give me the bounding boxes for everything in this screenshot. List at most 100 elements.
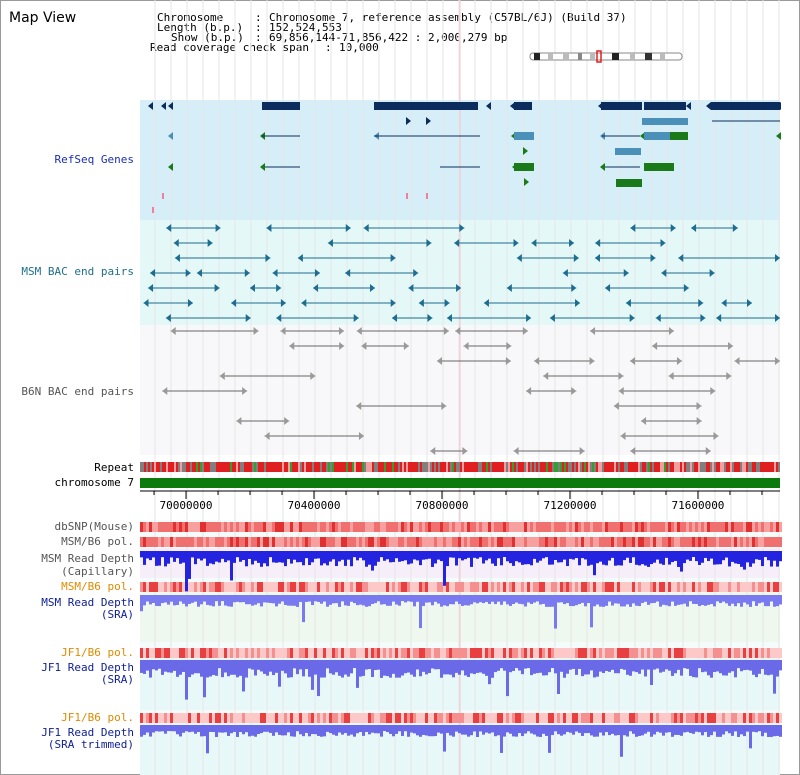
polymorphism-cell xyxy=(659,713,662,723)
repeat-segment xyxy=(660,462,662,472)
ideogram xyxy=(530,53,682,60)
repeat-segment xyxy=(696,462,698,472)
repeat-segment xyxy=(174,462,176,472)
polymorphism-cell xyxy=(308,648,311,658)
read-depth-bar xyxy=(776,660,779,677)
polymorphism-cell xyxy=(317,713,320,723)
repeat-segment xyxy=(544,462,546,472)
polymorphism-cell xyxy=(242,648,245,658)
read-depth-bar xyxy=(323,725,326,737)
polymorphism-cell xyxy=(500,537,503,547)
b6n-bac-end xyxy=(579,447,585,455)
polymorphism-cell xyxy=(656,537,659,547)
read-depth-bar xyxy=(449,725,452,736)
read-depth-bar xyxy=(386,660,389,677)
gene-navy xyxy=(374,102,478,110)
read-depth-bar xyxy=(386,725,389,733)
polymorphism-cell xyxy=(191,522,194,532)
read-depth-bar xyxy=(650,595,653,604)
repeat-segment xyxy=(192,462,194,472)
polymorphism-cell xyxy=(197,713,200,723)
repeat-segment xyxy=(224,462,226,472)
b6n-bac-end xyxy=(441,402,447,410)
read-depth-bar xyxy=(143,725,146,735)
polymorphism-cell xyxy=(542,522,545,532)
polymorphism-cell xyxy=(497,537,500,547)
polymorphism-cell xyxy=(215,537,218,547)
read-depth-bar xyxy=(236,595,239,602)
b6n-bac-end xyxy=(652,342,658,350)
read-depth-bar xyxy=(560,551,563,563)
polymorphism-cell xyxy=(248,713,251,723)
polymorphism-cell xyxy=(182,582,185,592)
read-depth-bar xyxy=(206,660,209,678)
polymorphism-cell xyxy=(404,713,407,723)
read-depth-bar xyxy=(722,595,725,602)
repeat-segment xyxy=(674,462,676,472)
polymorphism-cell xyxy=(143,713,146,723)
polymorphism-cell xyxy=(278,537,281,547)
read-depth-bar xyxy=(623,725,626,736)
read-depth-bar xyxy=(713,595,716,607)
polymorphism-cell xyxy=(650,648,653,658)
repeat-segment xyxy=(352,462,354,472)
polymorphism-cell xyxy=(257,522,260,532)
polymorphism-cell xyxy=(539,522,542,532)
read-depth-bar xyxy=(305,595,308,602)
polymorphism-cell xyxy=(416,582,419,592)
polymorphism-cell xyxy=(698,648,701,658)
repeat-segment xyxy=(582,462,584,472)
polymorphism-cell xyxy=(776,537,779,547)
polymorphism-cell xyxy=(551,537,554,547)
msm-bac-end xyxy=(214,284,220,292)
repeat-segment xyxy=(236,462,238,472)
polymorphism-cell xyxy=(674,713,677,723)
read-depth-bar xyxy=(716,595,719,602)
read-depth-bar xyxy=(239,725,242,733)
polymorphism-cell xyxy=(188,582,191,592)
read-depth-bar xyxy=(308,595,311,602)
b6n-bac-end xyxy=(513,447,519,455)
read-depth-bar xyxy=(668,660,671,671)
polymorphism-cell xyxy=(554,537,557,547)
repeat-segment xyxy=(430,462,432,472)
polymorphism-cell xyxy=(764,522,767,532)
polymorphism-cell xyxy=(701,537,704,547)
polymorphism-cell xyxy=(752,537,755,547)
polymorphism-cell xyxy=(173,537,176,547)
polymorphism-cell xyxy=(353,648,356,658)
read-depth-bar xyxy=(338,725,341,733)
polymorphism-cell xyxy=(413,522,416,532)
read-depth-bar xyxy=(572,660,575,669)
read-depth-bar xyxy=(602,725,605,736)
polymorphism-cell xyxy=(674,522,677,532)
polymorphism-cell xyxy=(623,648,626,658)
polymorphism-cell xyxy=(350,537,353,547)
read-depth-bar xyxy=(695,551,698,562)
polymorphism-cell xyxy=(767,582,770,592)
repeat-segment xyxy=(550,462,552,472)
polymorphism-cell xyxy=(143,582,146,592)
polymorphism-cell xyxy=(779,648,782,658)
repeat-segment xyxy=(334,462,336,472)
read-depth-bar xyxy=(488,725,491,734)
read-depth-bar xyxy=(350,725,353,735)
polymorphism-cell xyxy=(635,537,638,547)
polymorphism-cell xyxy=(152,522,155,532)
polymorphism-cell xyxy=(260,522,263,532)
b6n-bac-end xyxy=(403,342,409,350)
read-depth-bar xyxy=(464,660,467,676)
polymorphism-cell xyxy=(185,648,188,658)
read-depth-bar xyxy=(308,660,311,677)
read-depth-bar xyxy=(452,660,455,678)
repeat-segment xyxy=(172,462,174,472)
polymorphism-cell xyxy=(206,648,209,658)
polymorphism-cell xyxy=(437,582,440,592)
read-depth-bar xyxy=(653,725,656,735)
polymorphism-cell xyxy=(473,537,476,547)
polymorphism-cell xyxy=(221,582,224,592)
read-depth-bar xyxy=(491,725,494,733)
polymorphism-cell xyxy=(503,582,506,592)
axis-tick-label: 71200000 xyxy=(543,499,596,512)
repeat-segment xyxy=(470,462,472,472)
